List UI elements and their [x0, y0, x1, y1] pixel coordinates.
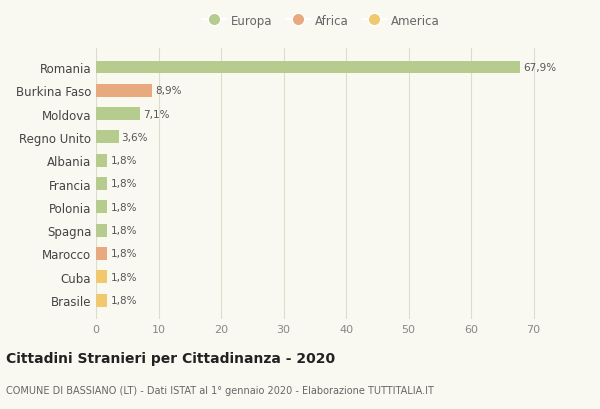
Bar [96, 85, 152, 97]
Bar [96, 131, 119, 144]
Text: 3,6%: 3,6% [122, 133, 148, 142]
Text: 1,8%: 1,8% [110, 272, 137, 282]
Text: Cittadini Stranieri per Cittadinanza - 2020: Cittadini Stranieri per Cittadinanza - 2… [6, 351, 335, 365]
Text: 1,8%: 1,8% [110, 202, 137, 212]
Bar [96, 224, 107, 237]
Text: 1,8%: 1,8% [110, 179, 137, 189]
Text: 7,1%: 7,1% [143, 109, 170, 119]
Bar [96, 154, 107, 167]
Bar [96, 271, 107, 283]
Bar [96, 294, 107, 307]
Bar [96, 61, 520, 74]
Text: 1,8%: 1,8% [110, 295, 137, 306]
Text: 67,9%: 67,9% [523, 63, 557, 73]
Text: 1,8%: 1,8% [110, 249, 137, 259]
Legend: Europa, Africa, America: Europa, Africa, America [202, 14, 440, 27]
Bar [96, 247, 107, 260]
Text: 1,8%: 1,8% [110, 226, 137, 236]
Text: 8,9%: 8,9% [155, 86, 181, 96]
Text: 1,8%: 1,8% [110, 156, 137, 166]
Bar [96, 201, 107, 214]
Bar [96, 108, 140, 121]
Bar [96, 178, 107, 191]
Text: COMUNE DI BASSIANO (LT) - Dati ISTAT al 1° gennaio 2020 - Elaborazione TUTTITALI: COMUNE DI BASSIANO (LT) - Dati ISTAT al … [6, 384, 434, 395]
